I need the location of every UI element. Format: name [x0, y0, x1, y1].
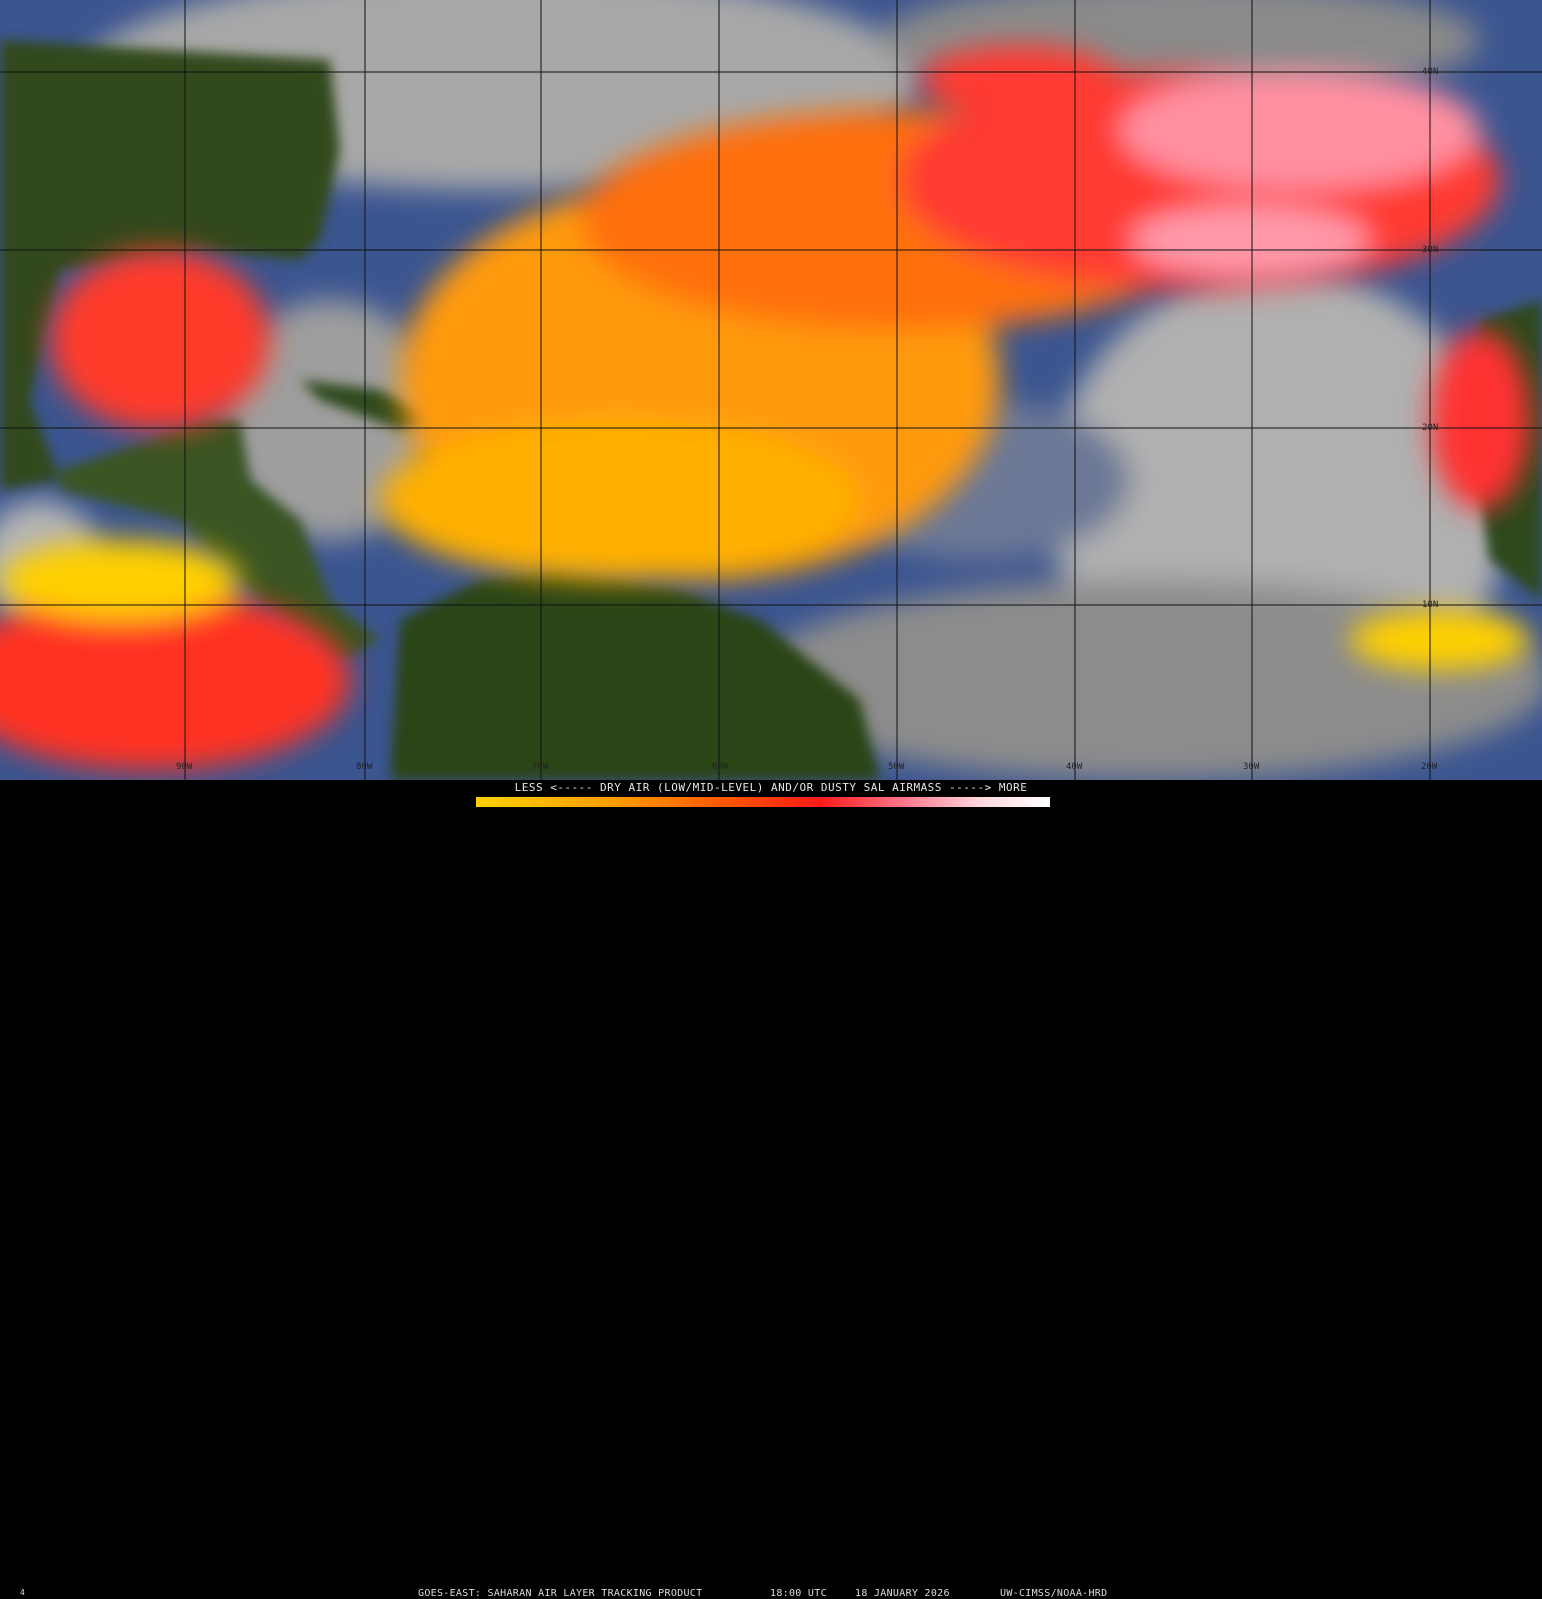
- lon-label: 80W: [356, 762, 373, 772]
- lon-label: 70W: [532, 762, 549, 772]
- lon-label: 90W: [176, 762, 193, 772]
- legend-title: LESS <----- DRY AIR (LOW/MID-LEVEL) AND/…: [514, 781, 1028, 794]
- lon-label: 30W: [1243, 762, 1260, 772]
- observation-date: 18 JANUARY 2026: [855, 1588, 950, 1599]
- lat-label: 30N: [1422, 245, 1438, 255]
- credit: UW-CIMSS/NOAA-HRD: [1000, 1588, 1108, 1599]
- product-name: GOES-EAST: SAHARAN AIR LAYER TRACKING PR…: [418, 1588, 703, 1599]
- satellite-map: 90W 80W 70W 60W 50W 40W 30W 20W 40N 30N …: [0, 0, 1542, 780]
- saharan-air-layer: [0, 45, 1530, 770]
- color-scale-bar: [476, 797, 1050, 807]
- lat-label: 40N: [1422, 67, 1438, 77]
- corner-mark: 4: [20, 1588, 26, 1597]
- lon-label: 20W: [1421, 762, 1438, 772]
- lon-label: 50W: [888, 762, 905, 772]
- lat-label: 20N: [1422, 423, 1438, 433]
- lon-label: 40W: [1066, 762, 1083, 772]
- lon-label: 60W: [712, 762, 729, 772]
- lat-label: 10N: [1422, 600, 1438, 610]
- lat-lon-grid: [0, 0, 1542, 780]
- observation-time: 18:00 UTC: [770, 1588, 827, 1599]
